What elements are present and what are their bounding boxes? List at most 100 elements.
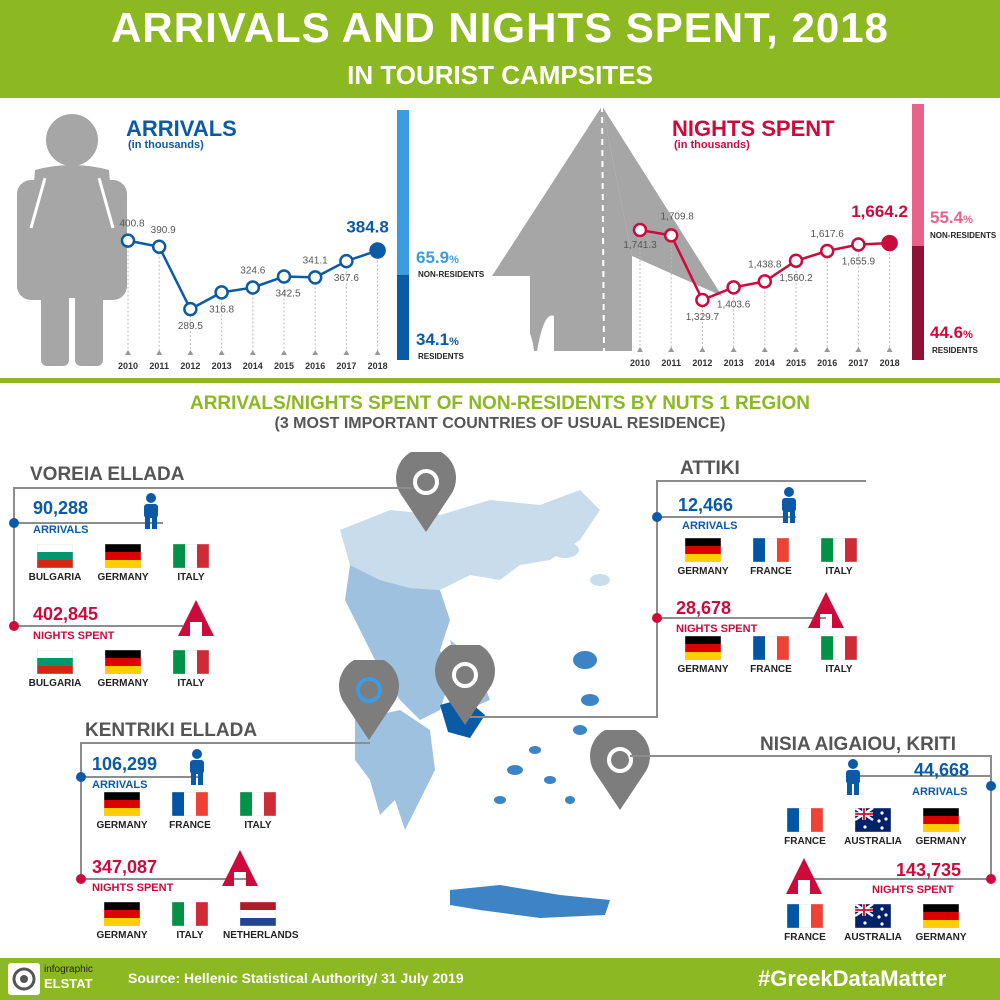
- dot-voreia-arrivals: [9, 518, 19, 528]
- data-label: 1,655.9: [842, 256, 876, 267]
- arrivals-share-bar: [397, 110, 409, 360]
- country-france: FRANCE: [770, 903, 840, 943]
- dot-kentriki-arrivals: [76, 772, 86, 782]
- page-subtitle: IN TOURIST CAMPSITES: [347, 60, 653, 90]
- data-point: [245, 280, 261, 295]
- flag-netherlands-icon: [239, 901, 277, 927]
- country-australia: AUSTRALIA: [838, 902, 908, 943]
- connector-nisia-v: [990, 755, 992, 880]
- hiker-icon: [144, 493, 158, 529]
- logo-text-bottom: ELSTAT: [44, 976, 93, 991]
- data-point: [183, 301, 198, 317]
- map-pin-nisia-icon: [590, 730, 650, 810]
- data-label: 316.8: [209, 304, 234, 315]
- country-italy: ITALY: [155, 901, 225, 941]
- flag-france-icon: [752, 635, 790, 661]
- flag-germany-icon: [922, 807, 960, 833]
- flag-bulgaria-icon: [36, 649, 74, 675]
- country-label: GERMANY: [915, 932, 967, 943]
- flag-germany-icon: [684, 635, 722, 661]
- x-tick-label: 2017: [336, 361, 356, 371]
- data-label: 324.6: [240, 266, 265, 277]
- flag-germany-icon: [103, 901, 141, 927]
- arrivals-residents-segment: [397, 274, 409, 360]
- flag-france-icon: [752, 537, 790, 563]
- flag-france-icon: [786, 903, 824, 929]
- country-italy: ITALY: [223, 791, 293, 831]
- kentriki-nights-label: NIGHTS SPENT: [92, 882, 174, 894]
- page-title: ARRIVALS AND NIGHTS SPENT, 2018: [111, 4, 889, 51]
- data-point: [632, 222, 648, 238]
- tick-marker: [855, 347, 862, 352]
- section-divider: [0, 378, 1000, 383]
- data-label: 1,664.2: [851, 202, 908, 221]
- data-point: [663, 228, 679, 243]
- country-label: FRANCE: [169, 820, 211, 831]
- data-point: [369, 242, 386, 259]
- arrivals-title: ARRIVALS: [126, 116, 237, 141]
- flag-france-icon: [171, 791, 209, 817]
- tick-marker: [730, 347, 737, 352]
- data-label: 384.8: [346, 218, 389, 237]
- tent-small-icon: [808, 592, 844, 628]
- x-tick-label: 2018: [880, 358, 900, 368]
- dot-nisia-nights: [986, 874, 996, 884]
- arrivals-unit: (in thousands): [128, 139, 204, 151]
- region-name-voreia: VOREIA ELLADA: [30, 464, 185, 485]
- voreia-arrivals-label: ARRIVALS: [33, 524, 89, 536]
- country-france: FRANCE: [155, 791, 225, 831]
- flag-australia-icon: [854, 902, 892, 929]
- tent-icon: [492, 106, 722, 352]
- country-label: ITALY: [825, 664, 853, 675]
- nisia-arrivals-value: 44,668: [914, 760, 970, 780]
- x-tick-label: 2010: [630, 358, 650, 368]
- country-label: NETHERLANDS: [223, 930, 299, 941]
- regions-subtitle: (3 MOST IMPORTANT COUNTRIES OF USUAL RES…: [274, 415, 726, 432]
- flag-germany-icon: [103, 791, 141, 817]
- data-point: [757, 274, 773, 289]
- country-germany: GERMANY: [906, 807, 976, 847]
- map-pin-attiki-icon: [435, 645, 495, 725]
- kentriki-nights-value: 347,087: [92, 857, 158, 877]
- country-label: ITALY: [177, 678, 205, 689]
- elstat-logo-icon: [8, 963, 40, 995]
- country-label: GERMANY: [97, 678, 149, 689]
- connector-attiki-map: [470, 716, 658, 718]
- data-label: 1,709.8: [661, 211, 695, 222]
- country-germany: GERMANY: [906, 903, 976, 943]
- tick-marker: [668, 347, 675, 352]
- nights-title: NIGHTS SPENT: [672, 116, 835, 141]
- country-france: FRANCE: [736, 635, 806, 675]
- x-tick-label: 2018: [368, 361, 388, 371]
- x-tick-label: 2010: [118, 361, 138, 371]
- country-italy: ITALY: [804, 635, 874, 675]
- x-tick-label: 2017: [848, 358, 868, 368]
- tick-marker: [761, 347, 768, 352]
- connector-attiki: [656, 480, 866, 482]
- data-point: [151, 239, 167, 255]
- country-france: FRANCE: [770, 807, 840, 847]
- x-tick-label: 2015: [274, 361, 294, 371]
- region-name-nisia: NISIA AIGAIOU, KRITI: [760, 734, 956, 755]
- connector-kentriki: [80, 742, 370, 744]
- flag-australia-icon: [854, 806, 892, 833]
- data-label: 1,560.2: [779, 273, 813, 284]
- connector-voreia-arr: [13, 522, 163, 524]
- country-italy: ITALY: [804, 537, 874, 577]
- tick-marker: [281, 350, 287, 355]
- data-label: 289.5: [178, 321, 203, 332]
- data-point: [695, 292, 710, 308]
- country-label: ITALY: [825, 566, 853, 577]
- tent-small-icon: [786, 858, 822, 894]
- country-bulgaria: BULGARIA: [20, 649, 90, 689]
- tent-small-icon: [222, 850, 258, 886]
- data-point: [726, 280, 741, 295]
- flag-germany-icon: [104, 543, 142, 569]
- country-france: FRANCE: [736, 537, 806, 577]
- flag-bulgaria-icon: [36, 543, 74, 569]
- data-label: 1,329.7: [686, 312, 720, 323]
- country-germany: GERMANY: [88, 543, 158, 583]
- dot-attiki-arrivals: [652, 512, 662, 522]
- data-point: [307, 270, 323, 285]
- x-tick-label: 2016: [817, 358, 837, 368]
